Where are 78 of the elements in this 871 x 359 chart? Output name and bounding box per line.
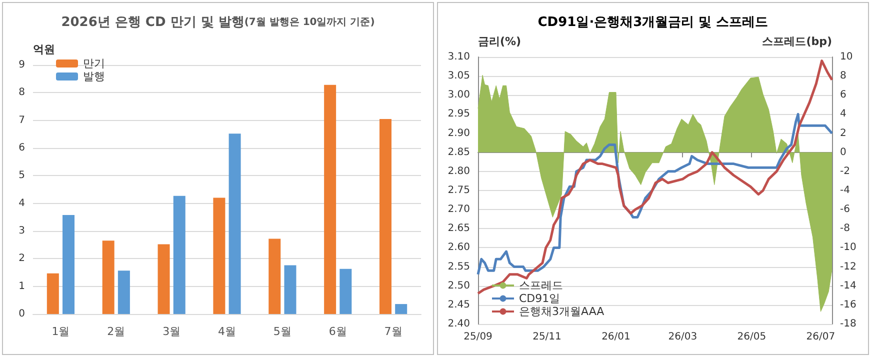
y2-tick-label: -18: [840, 318, 856, 330]
y-tick-label: 9: [18, 60, 25, 70]
legend-label: 만기: [83, 57, 105, 70]
y2-tick-label: 4: [840, 108, 846, 120]
y-tick-label: 5: [18, 170, 25, 182]
y2-tick-label: -16: [840, 299, 856, 310]
bar: [268, 238, 281, 314]
x-tick-label: 25/09: [464, 332, 492, 342]
y-tick-label: 2.95: [448, 108, 470, 120]
x-tick-label: 7월: [384, 325, 402, 338]
y2-tick-label: -12: [840, 261, 856, 272]
y-tick-label: 2.80: [448, 166, 470, 177]
x-tick-label: 6월: [328, 325, 347, 338]
y-tick-label: 2.45: [448, 299, 470, 310]
y2-tick-label: -8: [840, 223, 850, 234]
y-tick-label: 2.55: [448, 261, 470, 272]
bar: [118, 270, 130, 314]
y-tick-label: 4: [18, 198, 25, 209]
y-tick-label: 8: [18, 87, 25, 98]
y2-tick-label: 2: [840, 128, 846, 139]
x-tick-label: 3월: [162, 325, 181, 338]
y-tick-label: 2.85: [448, 146, 470, 158]
x-tick-label: 26/05: [737, 332, 766, 342]
y-tick-label: 0: [18, 308, 25, 320]
bar: [284, 265, 296, 314]
bar: [379, 118, 392, 314]
x-tick-label: 26/01: [602, 332, 630, 342]
chart-subtitle: (7월 발행은 10일까지 기준): [244, 17, 375, 28]
x-tick-label: 26/03: [668, 332, 698, 342]
bar: [173, 196, 186, 314]
y-tick-label: 2: [18, 253, 25, 264]
y-tick-label: 3: [18, 226, 25, 236]
y-tick-label: 3.05: [448, 70, 470, 82]
bar: [228, 134, 241, 314]
y2-tick-label: -14: [840, 280, 856, 292]
y2-tick-label: 6: [840, 90, 846, 101]
y2-tick-label: -10: [840, 242, 856, 254]
bar: [395, 304, 408, 314]
y2-tick-label: 8: [840, 70, 846, 82]
bar: [46, 273, 59, 314]
y-tick-label: 3.00: [448, 90, 470, 101]
x-tick-label: 1월: [52, 325, 70, 338]
legend-label: 스프레드: [519, 279, 563, 292]
bar: [213, 198, 226, 314]
y-tick-label: 7: [18, 114, 25, 126]
bar: [158, 244, 170, 314]
y-tick-label: 6: [18, 142, 25, 154]
y-tick-label: 2.60: [448, 242, 470, 254]
chart-title: CD91일·은행채3개월금리 및 스프레드: [538, 15, 768, 30]
bar: [340, 268, 352, 314]
chart-title: 2026년 은행 CD 만기 및 발행: [61, 15, 244, 30]
bar: [324, 84, 336, 314]
y-axis-title: 억원: [33, 43, 55, 56]
y2-tick-label: 10: [840, 52, 853, 62]
y-tick-label: 2.75: [448, 185, 470, 196]
y2-tick-label: -2: [840, 166, 850, 177]
y-tick-label: 2.50: [448, 280, 470, 292]
x-tick-label: 2월: [107, 325, 126, 338]
x-tick-label: 25/11: [532, 332, 562, 342]
bar: [102, 240, 114, 314]
legend-label: 은행채3개월AAA: [519, 305, 605, 318]
y-tick-label: 3.10: [448, 52, 470, 62]
legend-label: 발행: [83, 70, 105, 83]
x-tick-label: 26/07: [806, 332, 836, 342]
y2-tick-label: -4: [840, 185, 850, 196]
y-axis-title: 금리(%): [478, 35, 522, 48]
y-tick-label: 1: [18, 280, 25, 292]
y-tick-label: 2.65: [448, 223, 470, 234]
x-tick-label: 5월: [273, 325, 292, 338]
y-tick-label: 2.70: [448, 204, 470, 216]
bar: [62, 214, 75, 314]
y2-axis-title: 스프레드(bp): [762, 35, 832, 48]
y2-tick-label: 0: [840, 146, 846, 158]
y2-tick-label: -6: [840, 204, 850, 216]
x-tick-label: 4월: [218, 325, 236, 338]
y-tick-label: 2.90: [448, 128, 470, 139]
y-tick-label: 2.40: [448, 318, 470, 330]
legend-label: CD91일: [519, 292, 560, 305]
